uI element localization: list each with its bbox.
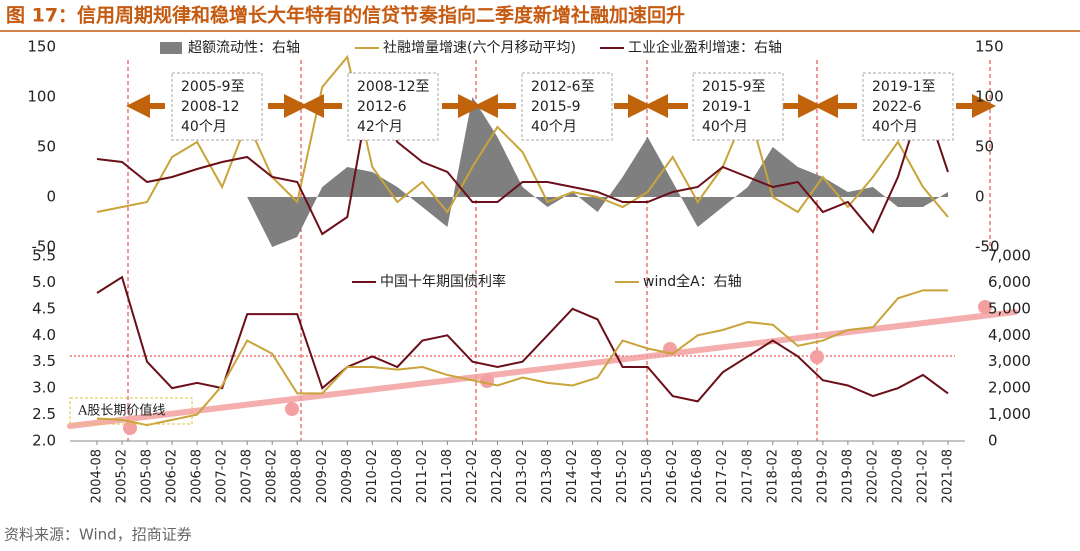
period-guides (67, 60, 1018, 442)
y-tick-label: 2.0 (32, 432, 56, 450)
x-tick-label: 2019-08 (840, 449, 855, 503)
y-tick-label: 5.0 (32, 273, 56, 291)
x-tick-label: 2021-02 (915, 449, 930, 503)
x-tick-label: 2017-02 (715, 449, 730, 503)
line (96, 54, 949, 218)
x-tick-label: 2006-08 (190, 449, 205, 503)
y2-tick-label: 2,000 (988, 379, 1031, 397)
annotation-text: 40个月 (531, 119, 577, 135)
line (96, 73, 949, 236)
y-tick-label: 5.5 (32, 247, 56, 265)
annotation-box (171, 72, 263, 141)
annotation-text: 2008-12至 (357, 79, 430, 95)
x-tick-label: 2011-02 (415, 449, 430, 503)
annotation-text: 2019-1 (702, 99, 752, 115)
legend-label: 工业企业盈利增速：右轴 (628, 39, 782, 56)
x-tick-label: 2007-02 (215, 449, 230, 503)
x-tick-label: 2019-02 (815, 449, 830, 503)
y-tick-label: 150 (27, 38, 56, 56)
legend-label: 社融增量增速(六个月移动平均) (383, 40, 576, 56)
x-tick-label: 2020-02 (865, 449, 880, 503)
annotation-text: 40个月 (702, 119, 748, 135)
x-tick-label: 2009-08 (340, 449, 355, 503)
y2-tick-label: 0 (988, 432, 998, 450)
legend-swatch (160, 42, 182, 54)
annotation-text: 40个月 (181, 119, 227, 135)
line (96, 289, 948, 427)
y2-tick-label: 100 (975, 88, 1004, 106)
y2-tick-label: 1,000 (988, 405, 1031, 423)
y2-tick-label: 4,000 (988, 326, 1031, 344)
plot-layer (96, 54, 949, 427)
y2-tick-label: 7,000 (988, 247, 1031, 265)
annotation-text: 42个月 (357, 119, 403, 135)
y-tick-label: -50 (32, 238, 57, 256)
y2-tick-label: 150 (975, 38, 1004, 56)
y-tick-label: 4.0 (32, 326, 56, 344)
x-tick-label: 2016-08 (690, 449, 705, 503)
y-tick-label: 100 (27, 88, 56, 106)
annotation-text: 2015-9 (531, 99, 581, 115)
x-tick-label: 2009-02 (315, 449, 330, 503)
trend-label-box (69, 397, 193, 425)
x-tick-label: 2005-08 (140, 449, 155, 503)
x-tick-label: 2012-02 (465, 449, 480, 503)
trend-label: A股长期价值线 (77, 403, 165, 419)
x-tick-label: 2004-08 (90, 449, 105, 503)
x-tick-label: 2012-08 (490, 449, 505, 503)
annotation-box (521, 72, 613, 141)
x-tick-label: 2010-02 (365, 449, 380, 503)
x-tick-label: 2021-08 (941, 449, 956, 503)
legend-label: wind全A：右轴 (643, 273, 742, 290)
x-tick-label: 2010-08 (390, 449, 405, 503)
annotation-text: 2012-6 (357, 99, 407, 115)
y2-tick-label: 6,000 (988, 273, 1031, 291)
y-tick-label: 0 (46, 188, 56, 206)
annotation-box (862, 72, 954, 141)
x-tick-label: 2008-02 (265, 449, 280, 503)
line (96, 275, 949, 403)
y-tick-label: 2.5 (32, 405, 56, 423)
source-note: 资料来源：Wind，招商证券 (4, 526, 192, 544)
y-tick-label: 3.0 (32, 379, 56, 397)
x-tick-label: 2005-02 (115, 449, 130, 503)
annotation-text: 2008-12 (181, 99, 240, 115)
y-tick-label: 4.5 (32, 299, 56, 317)
y-tick-label: 50 (37, 138, 56, 156)
x-tick-label: 2015-02 (615, 449, 630, 503)
legend-label: 中国十年期国债利率 (380, 273, 506, 290)
annotation-box (347, 72, 439, 141)
annotation-text: 40个月 (872, 119, 918, 135)
annotation-text: 2005-9至 (181, 79, 245, 95)
x-tick-label: 2015-08 (640, 449, 655, 503)
y2-tick-label: -50 (975, 238, 1000, 256)
x-tick-label: 2013-08 (540, 449, 555, 503)
x-tick-label: 2006-02 (165, 449, 180, 503)
x-tick-label: 2016-02 (665, 449, 680, 503)
y2-tick-label: 50 (975, 138, 994, 156)
x-tick-label: 2008-08 (290, 449, 305, 503)
x-tick-label: 2011-08 (440, 449, 455, 503)
page-title: 图 17：信用周期规律和稳增长大年特有的信贷节奏指向二季度新增社融加速回升 (6, 4, 685, 27)
x-tick-label: 2020-08 (890, 449, 905, 503)
y-tick-label: 3.5 (32, 352, 56, 370)
x-tick-label: 2018-02 (765, 449, 780, 503)
legend-label: 超额流动性：右轴 (188, 40, 300, 56)
annotation-text: 2015-9至 (702, 79, 766, 95)
annotation-text: 2012-6至 (531, 79, 595, 95)
annotation-box (692, 72, 784, 141)
x-tick-label: 2018-08 (790, 449, 805, 503)
x-tick-label: 2014-02 (565, 449, 580, 503)
y2-tick-label: 3,000 (988, 352, 1031, 370)
x-tick-label: 2014-08 (590, 449, 605, 503)
y2-tick-label: 5,000 (988, 299, 1031, 317)
annotation-text: 2019-1至 (872, 79, 936, 95)
x-tick-label: 2013-02 (515, 449, 530, 503)
y2-tick-label: 0 (975, 188, 985, 206)
annotation-text: 2022-6 (872, 99, 922, 115)
x-tick-label: 2017-08 (740, 449, 755, 503)
x-tick-label: 2007-08 (240, 449, 255, 503)
